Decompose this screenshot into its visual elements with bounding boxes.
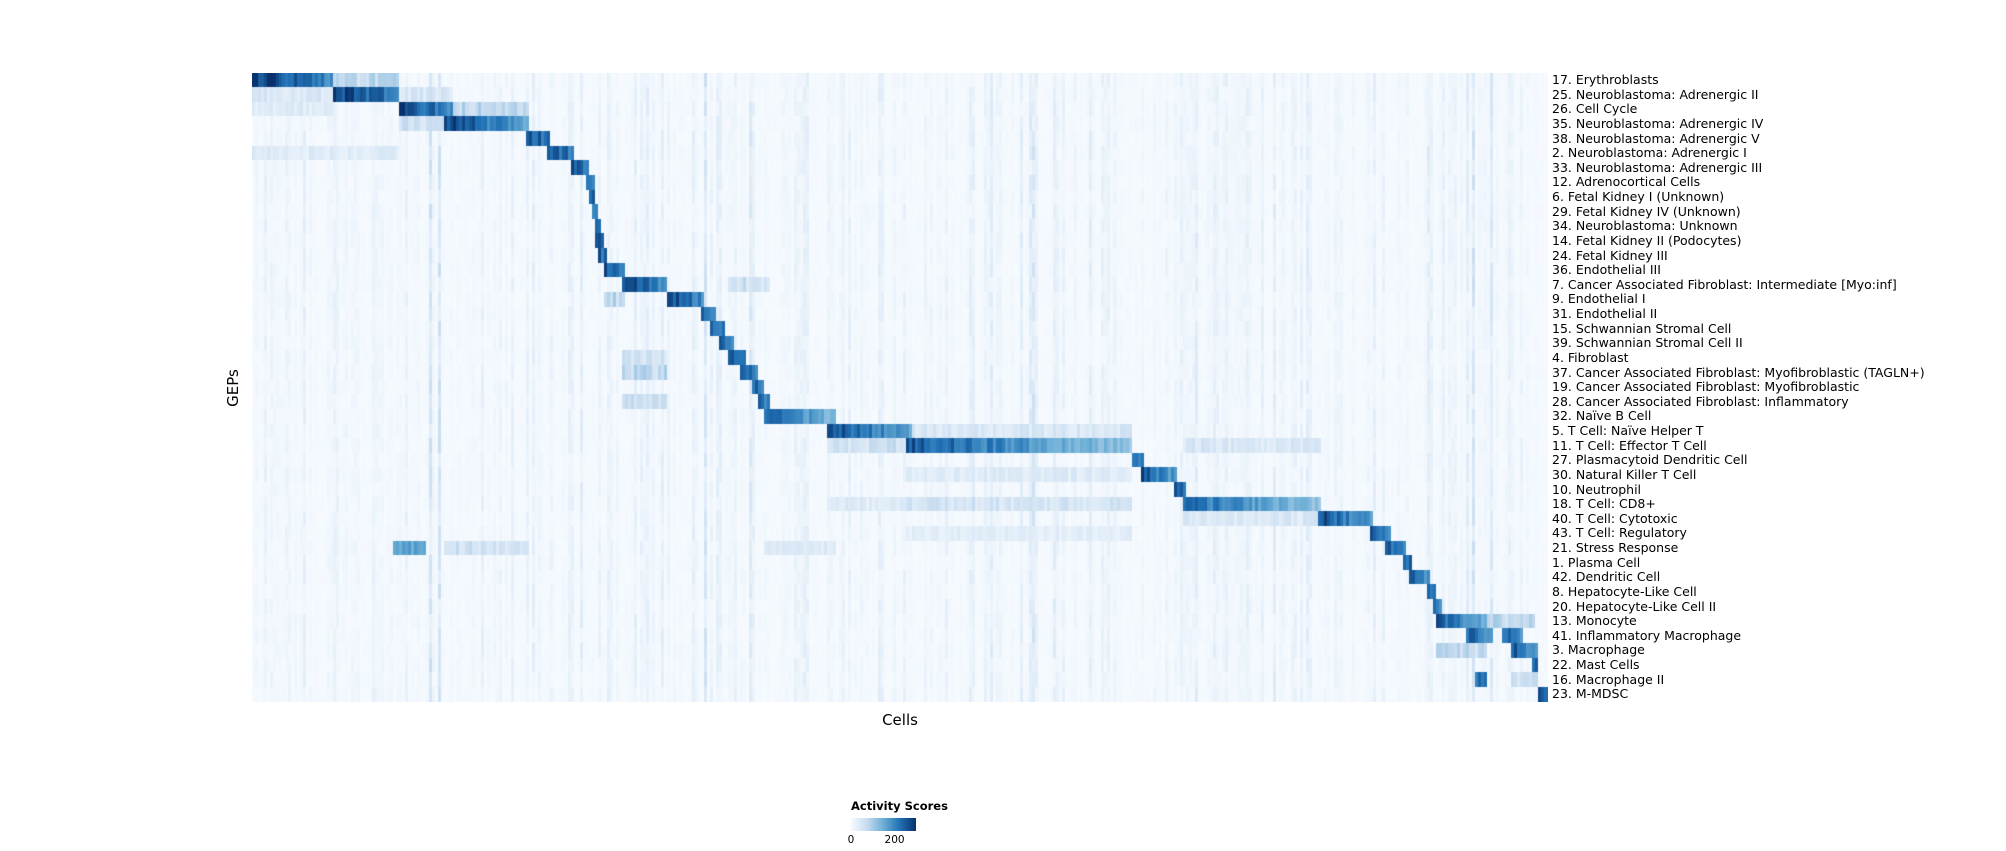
- legend-title: Activity Scores: [851, 799, 948, 813]
- legend-tick-min: 0: [847, 834, 855, 846]
- row-label: 2. Neuroblastoma: Adrenergic I: [1552, 145, 1747, 161]
- row-label: 24. Fetal Kidney III: [1552, 247, 1668, 263]
- row-label: 35. Neuroblastoma: Adrenergic IV: [1552, 115, 1764, 131]
- row-label: 5. T Cell: Naïve Helper T: [1552, 423, 1704, 439]
- row-label: 42. Dendritic Cell: [1552, 569, 1661, 585]
- row-label: 13. Monocyte: [1552, 613, 1637, 629]
- row-label: 25. Neuroblastoma: Adrenergic II: [1552, 86, 1759, 102]
- row-label: 36. Endothelial III: [1552, 262, 1661, 278]
- row-label: 41. Inflammatory Macrophage: [1552, 627, 1742, 643]
- legend-colorbar: [851, 818, 916, 831]
- row-label: 9. Endothelial I: [1552, 291, 1646, 307]
- row-label: 14. Fetal Kidney II (Podocytes): [1552, 232, 1742, 248]
- legend-ticks: 0 200: [847, 834, 916, 848]
- row-label: 39. Schwannian Stromal Cell II: [1552, 335, 1743, 351]
- row-label: 23. M-MDSC: [1552, 686, 1629, 702]
- row-label: 38. Neuroblastoma: Adrenergic V: [1552, 130, 1760, 146]
- row-label: 6. Fetal Kidney I (Unknown): [1552, 189, 1725, 205]
- row-label: 31. Endothelial II: [1552, 306, 1658, 322]
- row-label: 8. Hepatocyte-Like Cell: [1552, 583, 1697, 599]
- row-label: 15. Schwannian Stromal Cell: [1552, 320, 1732, 336]
- row-label: 10. Neutrophil: [1552, 481, 1642, 497]
- row-label: 20. Hepatocyte-Like Cell II: [1552, 598, 1717, 614]
- row-label: 30. Natural Killer T Cell: [1552, 466, 1697, 482]
- row-label: 29. Fetal Kidney IV (Unknown): [1552, 203, 1741, 219]
- row-label: 4. Fibroblast: [1552, 349, 1629, 365]
- row-label: 16. Macrophage II: [1552, 671, 1665, 687]
- legend: Activity Scores 0 200: [847, 799, 1071, 848]
- row-label: 43. T Cell: Regulatory: [1552, 525, 1687, 541]
- row-label: 33. Neuroblastoma: Adrenergic III: [1552, 159, 1763, 175]
- row-labels: 17. Erythroblasts 25. Neuroblastoma: Adre…: [1552, 72, 2006, 702]
- x-axis-label: Cells: [882, 711, 918, 729]
- row-label: 22. Mast Cells: [1552, 657, 1640, 673]
- legend-tick-max: 200: [884, 834, 905, 846]
- row-label: 18. T Cell: CD8+: [1552, 496, 1656, 512]
- row-label: 1. Plasma Cell: [1552, 554, 1641, 570]
- row-label: 12. Adrenocortical Cells: [1552, 174, 1701, 190]
- row-label: 27. Plasmacytoid Dendritic Cell: [1552, 452, 1748, 468]
- row-label: 11. T Cell: Effector T Cell: [1552, 437, 1707, 453]
- row-label: 3. Macrophage: [1552, 642, 1645, 658]
- row-label: 32. Naïve B Cell: [1552, 408, 1652, 424]
- row-label: 21. Stress Response: [1552, 540, 1679, 556]
- row-label: 26. Cell Cycle: [1552, 101, 1638, 117]
- row-label: 34. Neuroblastoma: Unknown: [1552, 218, 1738, 234]
- row-label: 19. Cancer Associated Fibroblast: Myofib…: [1552, 379, 1860, 395]
- row-label: 17. Erythroblasts: [1552, 72, 1659, 87]
- row-label: 37. Cancer Associated Fibroblast: Myofib…: [1552, 364, 1925, 380]
- row-label: 40. T Cell: Cytotoxic: [1552, 510, 1678, 526]
- y-axis-label: GEPs: [224, 369, 242, 407]
- heatmap-canvas: [252, 73, 1548, 702]
- row-label: 28. Cancer Associated Fibroblast: Inflam…: [1552, 393, 1849, 409]
- row-label: 7. Cancer Associated Fibroblast: Interme…: [1552, 276, 1897, 292]
